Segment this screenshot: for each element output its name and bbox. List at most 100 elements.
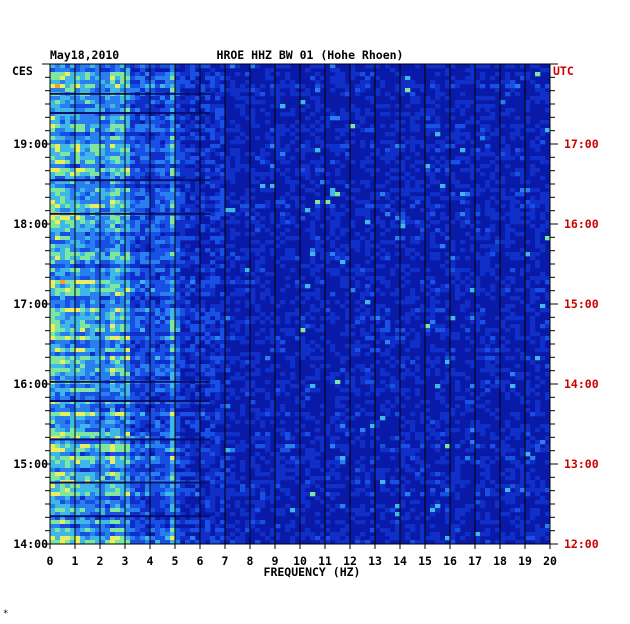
heatmap-cell [60,76,66,81]
heatmap-cell [100,396,106,401]
heatmap-cell [65,216,71,221]
heatmap-cell [190,76,196,81]
heatmap-cell [115,288,121,293]
heatmap-cell [305,412,311,417]
heatmap-cell [230,64,236,69]
heatmap-cell [195,184,201,189]
heatmap-cell [350,288,356,293]
heatmap-cell [370,348,376,353]
heatmap-cell [260,284,266,289]
heatmap-cell [135,364,141,369]
heatmap-cell [260,100,266,105]
heatmap-cell [435,72,441,77]
heatmap-cell [70,140,76,145]
heatmap-cell [215,248,221,253]
heatmap-cell [455,404,461,409]
heatmap-cell [175,180,181,185]
heatmap-cell [235,300,241,305]
heatmap-cell [205,328,211,333]
heatmap-cell [55,156,61,161]
heatmap-cell [205,268,211,273]
heatmap-cell [150,208,156,213]
heatmap-cell [190,348,196,353]
heatmap-cell [200,200,206,205]
heatmap-cell [65,200,71,205]
heatmap-cell [460,248,466,253]
heatmap-cell [420,324,426,329]
heatmap-cell [130,120,136,125]
heatmap-cell [125,376,131,381]
heatmap-cell [90,296,96,301]
heatmap-cell [130,360,136,365]
heatmap-cell [60,192,66,197]
heatmap-cell [50,252,56,257]
heatmap-cell [175,412,181,417]
heatmap-cell [95,396,101,401]
heatmap-cell [425,328,431,333]
heatmap-cell [115,300,121,305]
heatmap-cell [75,220,81,225]
heatmap-cell [135,224,141,229]
heatmap-cell [75,116,81,121]
heatmap-cell [55,68,61,73]
heatmap-cell [170,332,176,337]
heatmap-cell [140,72,146,77]
heatmap-cell [480,356,486,361]
heatmap-cell [530,96,536,101]
heatmap-cell [320,160,326,165]
heatmap-cell [240,376,246,381]
heatmap-cell [100,336,106,341]
heatmap-cell [130,72,136,77]
heatmap-cell [445,272,451,277]
heatmap-cell [205,388,211,393]
heatmap-cell [160,300,166,305]
heatmap-cell [470,188,476,193]
heatmap-cell [370,232,376,237]
heatmap-cell [270,176,276,181]
heatmap-cell [160,352,166,357]
heatmap-cell [220,220,226,225]
heatmap-cell [405,156,411,161]
heatmap-cell [455,372,461,377]
heatmap-cell [235,96,241,101]
heatmap-cell [265,316,271,321]
heatmap-cell [200,124,206,129]
heatmap-cell [445,172,451,177]
heatmap-cell [100,408,106,413]
heatmap-cell [345,140,351,145]
heatmap-cell [445,284,451,289]
heatmap-cell [165,148,171,153]
heatmap-cell [85,384,91,389]
heatmap-cell [475,284,481,289]
heatmap-cell [540,216,546,221]
heatmap-cell [385,312,391,317]
heatmap-cell [130,196,136,201]
heatmap-cell [75,168,81,173]
heatmap-cell [90,116,96,121]
heatmap-cell [530,316,536,321]
heatmap-cell [390,364,396,369]
heatmap-cell [170,156,176,161]
heatmap-cell [75,208,81,213]
heatmap-cell [60,72,66,77]
heatmap-cell [435,392,441,397]
heatmap-cell [390,68,396,73]
heatmap-cell [215,316,221,321]
heatmap-cell [215,208,221,213]
heatmap-cell [70,356,76,361]
heatmap-cell [205,196,211,201]
heatmap-cell [85,284,91,289]
heatmap-cell [150,340,156,345]
heatmap-cell [510,124,516,129]
heatmap-cell [160,292,166,297]
heatmap-cell [240,268,246,273]
heatmap-cell [515,288,521,293]
heatmap-cell [235,376,241,381]
heatmap-cell [535,332,541,337]
heatmap-cell [245,340,251,345]
heatmap-cell [50,256,56,261]
heatmap-cell [60,204,66,209]
heatmap-cell [225,368,231,373]
heatmap-cell [350,348,356,353]
heatmap-cell [530,292,536,297]
